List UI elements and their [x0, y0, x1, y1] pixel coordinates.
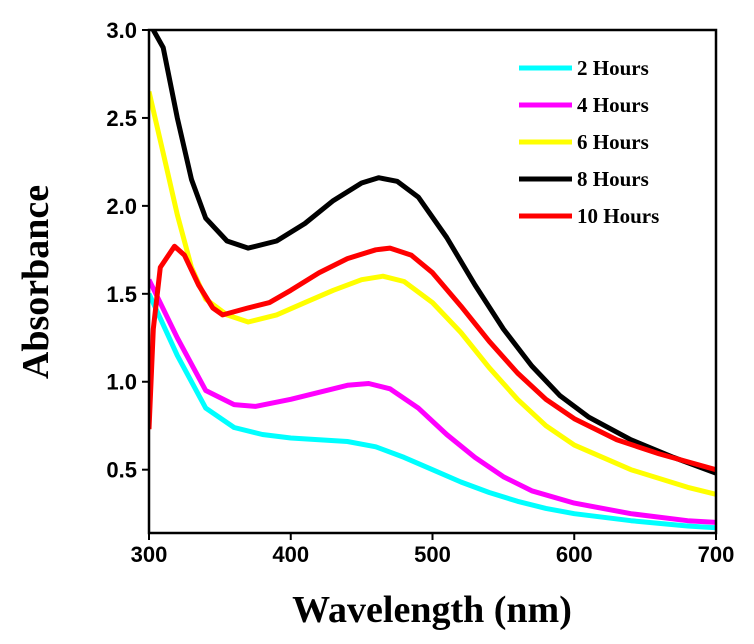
- legend-label: 10 Hours: [577, 204, 659, 228]
- y-tick-label: 3.0: [106, 18, 137, 43]
- legend-label: 6 Hours: [577, 130, 649, 154]
- x-tick-label: 500: [414, 542, 451, 567]
- y-axis-label: Absorbance: [15, 185, 57, 379]
- x-axis-label: Wavelength (nm): [292, 589, 572, 631]
- y-tick-label: 0.5: [106, 458, 137, 483]
- series-line-8-hours: [151, 30, 716, 476]
- x-tick-label: 700: [698, 542, 735, 567]
- x-tick-label: 300: [131, 542, 168, 567]
- series-line-4-hours: [149, 278, 716, 525]
- series-line-10-hours: [149, 243, 716, 473]
- y-tick-label: 1.0: [106, 370, 137, 395]
- x-tick-label: 400: [272, 542, 309, 567]
- legend-label: 8 Hours: [577, 167, 649, 191]
- y-tick-label: 2.5: [106, 106, 137, 131]
- x-tick-label: 600: [556, 542, 593, 567]
- series-line-2-hours: [149, 292, 716, 531]
- y-tick-label: 2.0: [106, 194, 137, 219]
- y-tick-label: 1.5: [106, 282, 137, 307]
- legend-label: 4 Hours: [577, 93, 649, 117]
- legend-label: 2 Hours: [577, 56, 649, 80]
